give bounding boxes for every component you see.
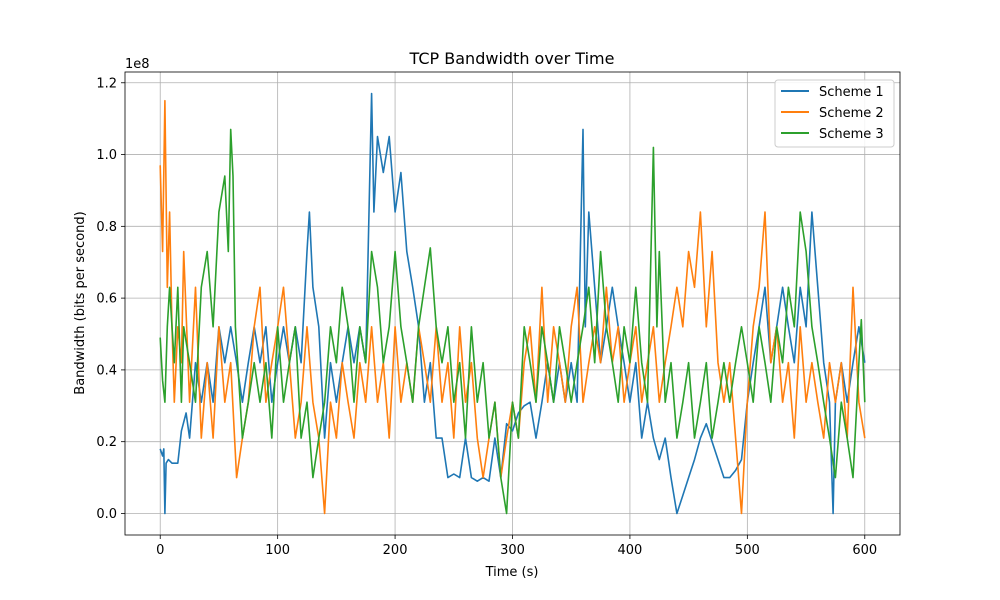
series-lines [159, 92, 866, 515]
y-tick-label: 0.2 [96, 435, 117, 450]
x-tick-label: 300 [500, 543, 525, 558]
x-axis-label: Time (s) [485, 565, 539, 580]
legend: Scheme 1 Scheme 2 Scheme 3 [774, 79, 895, 148]
chart-title: TCP Bandwidth over Time [409, 49, 615, 68]
x-tick-label: 500 [735, 543, 760, 558]
legend-label-scheme-3: Scheme 3 [819, 127, 884, 142]
y-tick-label: 1.2 [96, 76, 117, 91]
y-tick-label: 0.4 [96, 363, 117, 378]
legend-box [774, 79, 895, 148]
series-line-scheme-1 [159, 92, 866, 515]
series-line-scheme-3 [159, 128, 866, 515]
y-tick-label: 0.8 [96, 220, 117, 235]
y-axis-label: Bandwidth (bits per second) [73, 211, 88, 394]
x-tick-label: 100 [265, 543, 290, 558]
y-tick-label: 1.0 [96, 148, 117, 163]
y-tick-label: 0.0 [96, 507, 117, 522]
legend-label-scheme-2: Scheme 2 [819, 106, 884, 121]
axis-ticks: 0 100 200 300 400 500 600 0.0 0.2 0.4 0.6 0.8 1.0 1.2 [96, 76, 877, 558]
grid-lines [125, 72, 900, 535]
x-tick-label: 600 [852, 543, 877, 558]
y-tick-label: 0.6 [96, 292, 117, 307]
y-axis-offset-text: 1e8 [125, 57, 150, 72]
x-tick-label: 400 [618, 543, 643, 558]
x-tick-label: 0 [156, 543, 164, 558]
x-tick-label: 200 [383, 543, 408, 558]
legend-label-scheme-1: Scheme 1 [819, 85, 884, 100]
legend-items: Scheme 1 Scheme 2 Scheme 3 [781, 85, 884, 142]
